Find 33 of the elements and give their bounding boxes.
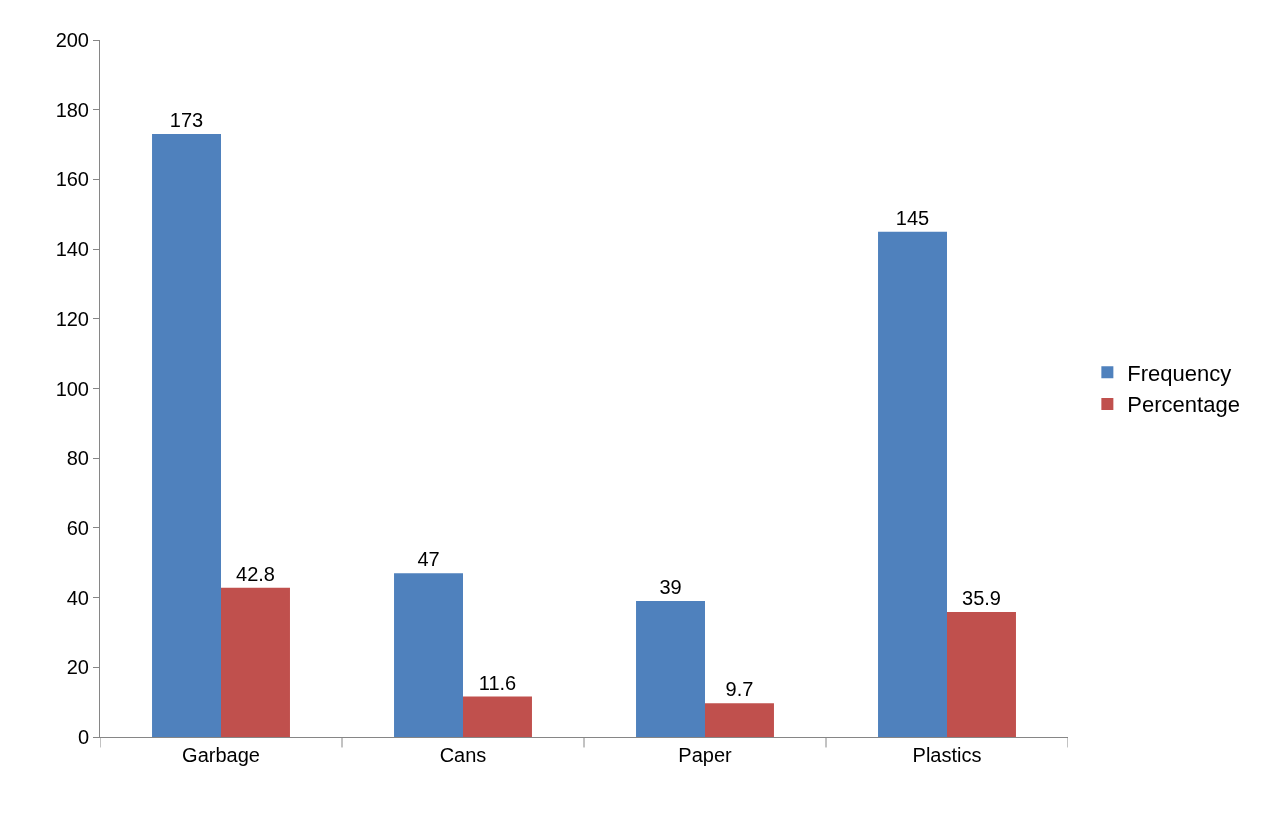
data-label: 173	[169, 109, 204, 132]
data-label: 39	[659, 576, 682, 599]
data-label: 145	[895, 206, 930, 229]
data-label: 42.8	[236, 562, 275, 585]
data-label: 9.7	[725, 678, 754, 701]
legend-label: Frequency	[1127, 360, 1232, 386]
x-tick-label: Garbage	[182, 744, 260, 766]
y-tick-label: 80	[66, 447, 89, 470]
bar	[394, 573, 463, 737]
legend-label: Percentage	[1127, 392, 1240, 418]
y-tick-label: 120	[55, 307, 89, 330]
data-label: 47	[417, 548, 440, 571]
bar	[636, 601, 705, 737]
x-tick-label: Cans	[439, 744, 487, 766]
data-label: 35.9	[962, 586, 1001, 609]
data-label: 11.6	[478, 671, 517, 694]
bar	[463, 696, 532, 737]
y-tick-label: 20	[66, 656, 89, 679]
y-tick-label: 180	[55, 98, 89, 121]
y-tick-label: 140	[55, 238, 89, 261]
y-tick-label: 100	[55, 377, 89, 400]
y-tick-label: 40	[66, 586, 89, 609]
bar	[152, 134, 221, 737]
bar	[878, 231, 947, 737]
bar	[221, 587, 290, 737]
bar	[947, 611, 1016, 737]
y-tick-label: 0	[77, 726, 89, 748]
bar	[705, 703, 774, 737]
y-tick-label: 200	[55, 29, 89, 51]
x-tick-label: Paper	[678, 744, 733, 766]
x-tick-label: Plastics	[912, 744, 982, 766]
y-tick-label: 60	[66, 516, 89, 539]
y-tick-label: 160	[55, 168, 89, 191]
